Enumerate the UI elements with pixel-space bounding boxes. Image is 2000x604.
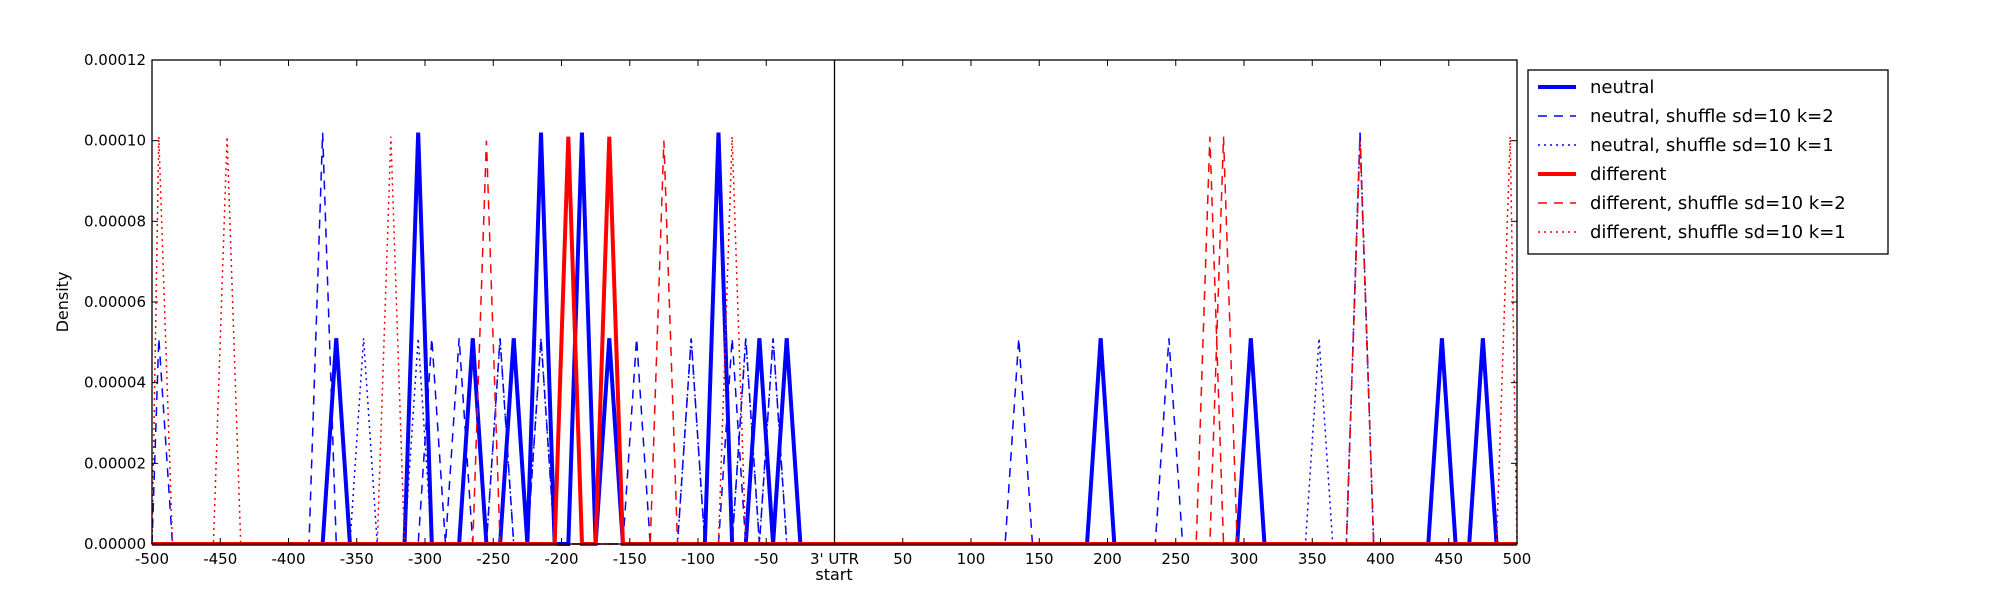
y-axis-label: Density (53, 272, 72, 333)
ticks-layer: -500 -450 -400 -350 -300 -250 -200 -150 -100 -50 3… (84, 51, 1531, 568)
x-tick-label: 150 (1025, 550, 1054, 568)
x-axis-label: start (815, 565, 852, 584)
x-tick-label: -450 (203, 550, 237, 568)
x-tick-label: 200 (1093, 550, 1122, 568)
x-tick-label: -150 (613, 550, 647, 568)
y-tick-label: 0.00008 (84, 212, 146, 230)
legend-label-4: different (1590, 164, 1666, 185)
legend-label-6: different, shuffle sd=10 k=1 (1590, 222, 1846, 243)
x-tick-label: 450 (1434, 550, 1463, 568)
x-tick-label: -250 (476, 550, 510, 568)
x-tick-label: 400 (1366, 550, 1395, 568)
y-tick-label: 0.00010 (84, 132, 146, 150)
x-tick-label: 300 (1230, 550, 1259, 568)
x-tick-label: -100 (681, 550, 715, 568)
x-tick-label: 100 (957, 550, 986, 568)
x-tick-label: 250 (1161, 550, 1190, 568)
legend: neutral neutral, shuffle sd=10 k=2 neutral… (1528, 70, 1888, 254)
y-tick-label: 0.00002 (84, 454, 146, 472)
legend-label-2: neutral, shuffle sd=10 k=2 (1590, 106, 1834, 127)
x-tick-label: 350 (1298, 550, 1327, 568)
legend-label-1: neutral (1590, 77, 1654, 98)
y-tick-label: 0.00012 (84, 51, 146, 69)
x-tick-label: 500 (1503, 550, 1532, 568)
x-tick-label: -200 (544, 550, 578, 568)
x-tick-label: 50 (893, 550, 912, 568)
x-tick-label: -300 (408, 550, 442, 568)
legend-label-5: different, shuffle sd=10 k=2 (1590, 193, 1846, 214)
x-tick-label: -350 (340, 550, 374, 568)
y-tick-label: 0.00000 (84, 535, 146, 553)
x-tick-label: -50 (754, 550, 779, 568)
y-tick-label: 0.00004 (84, 374, 146, 392)
legend-label-3: neutral, shuffle sd=10 k=1 (1590, 135, 1834, 156)
x-tick-label: -400 (271, 550, 305, 568)
y-tick-label: 0.00006 (84, 293, 146, 311)
